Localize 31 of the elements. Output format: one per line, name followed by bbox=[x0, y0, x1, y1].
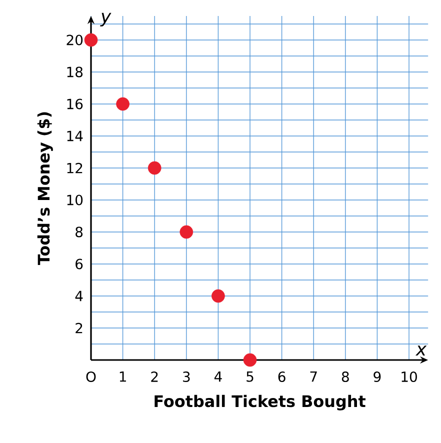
x-tick-label: 8 bbox=[342, 371, 349, 382]
annotation: y bbox=[100, 12, 112, 26]
x-tick-label: 6 bbox=[278, 371, 286, 382]
x-axis-title: Football Tickets Bought bbox=[154, 394, 366, 410]
point bbox=[212, 289, 225, 303]
y-tick-label: 2 bbox=[76, 322, 82, 334]
x-tick-label: 5 bbox=[246, 371, 254, 382]
y-tick-label: 8 bbox=[76, 226, 83, 238]
x-tick-label: 9 bbox=[374, 371, 381, 382]
point bbox=[148, 161, 162, 175]
annotation: x bbox=[415, 346, 427, 356]
point bbox=[84, 33, 98, 47]
x-tick-label: 1 bbox=[120, 371, 126, 382]
x-tick-label: 3 bbox=[183, 371, 190, 382]
y-axis-title: Todd’s Money ($) bbox=[37, 112, 53, 266]
point bbox=[116, 97, 130, 111]
x-tick-label: 2 bbox=[151, 371, 158, 382]
y-tick-label: 14 bbox=[67, 130, 83, 142]
x-tick-label: 4 bbox=[214, 371, 222, 382]
y-tick-label: 18 bbox=[67, 66, 83, 78]
x-tick-label: 10 bbox=[402, 371, 417, 382]
point bbox=[243, 353, 257, 367]
y-tick-label: 20 bbox=[66, 34, 83, 46]
y-tick-label: 10 bbox=[67, 194, 83, 206]
x-tick-label: O bbox=[86, 371, 96, 382]
y-tick-label: 4 bbox=[75, 290, 83, 302]
y-tick-label: 12 bbox=[67, 162, 82, 174]
point bbox=[180, 225, 194, 239]
y-tick-label: 6 bbox=[76, 258, 83, 270]
y-tick-label: 16 bbox=[67, 98, 83, 110]
x-tick-label: 7 bbox=[310, 371, 317, 382]
